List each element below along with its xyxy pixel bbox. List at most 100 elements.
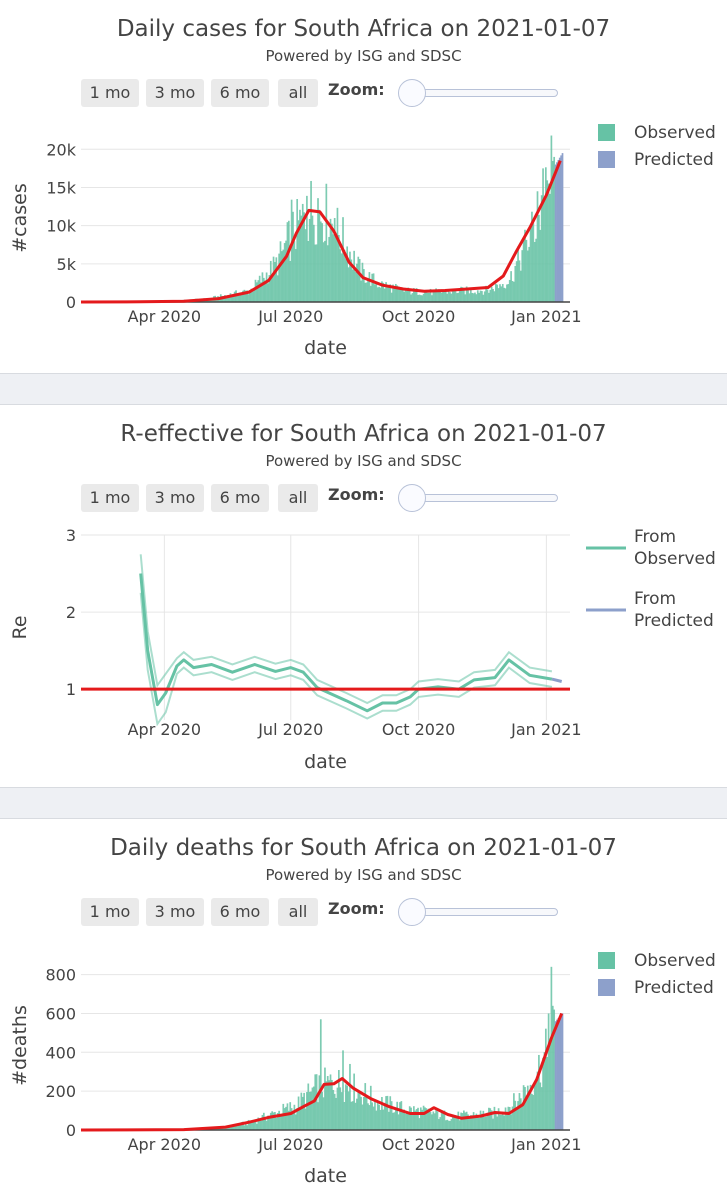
- observed-bar: [475, 294, 478, 302]
- predicted-bar: [558, 1016, 561, 1130]
- observed-bar: [375, 282, 378, 302]
- observed-bar: [493, 1106, 496, 1130]
- observed-bar: [390, 292, 393, 302]
- observed-bar: [272, 1112, 275, 1130]
- observed-bar: [415, 288, 418, 302]
- observed-bar: [449, 292, 451, 302]
- observed-bar: [469, 288, 472, 302]
- observed-bar: [389, 284, 392, 302]
- observed-bar: [472, 1112, 475, 1130]
- zoom-slider-knob[interactable]: [398, 484, 426, 512]
- zoom-slider-track[interactable]: [408, 89, 558, 97]
- fit-line: [80, 1012, 564, 1132]
- observed-bar: [310, 1091, 312, 1130]
- legend-label: Predicted: [634, 150, 714, 170]
- observed-bar: [454, 1117, 457, 1130]
- observed-bar: [271, 1111, 274, 1130]
- observed-bar: [418, 1118, 421, 1130]
- range-6mo-button[interactable]: 6 mo: [211, 898, 269, 926]
- observed-bar: [335, 235, 337, 302]
- observed-bar: [281, 251, 283, 302]
- observed-bar: [529, 227, 532, 302]
- observed-bar: [435, 288, 437, 302]
- observed-bar: [422, 1105, 425, 1130]
- observed-bar: [371, 1102, 374, 1130]
- range-all-button[interactable]: all: [278, 898, 318, 926]
- observed-bar: [497, 1108, 500, 1130]
- range-all-button[interactable]: all: [278, 79, 318, 107]
- observed-bar: [496, 1116, 499, 1130]
- observed-bar: [360, 280, 362, 302]
- observed-bar: [494, 1111, 497, 1130]
- range-3mo-button[interactable]: 3 mo: [146, 79, 204, 107]
- reff-chart-svg: 1 2 3 Apr 2020 Jul 2020 Oct 2020 Jan 2021 date R…: [9, 526, 716, 773]
- observed-bar: [285, 1106, 287, 1130]
- observed-bar: [456, 293, 458, 302]
- observed-bar: [272, 256, 275, 302]
- observed-bar: [278, 1110, 280, 1130]
- x-tick-label: Jul 2020: [257, 1135, 323, 1154]
- range-3mo-button[interactable]: 3 mo: [146, 484, 204, 512]
- range-1mo-button[interactable]: 1 mo: [81, 79, 139, 107]
- observed-bar: [432, 289, 435, 302]
- observed-bar: [508, 1107, 511, 1130]
- legend-label: Predicted: [634, 978, 714, 998]
- observed-bar: [481, 1113, 483, 1130]
- observed-bar: [299, 1109, 301, 1130]
- zoom-slider-knob[interactable]: [398, 898, 426, 926]
- x-tick-label: Apr 2020: [128, 1135, 201, 1154]
- observed-bar: [483, 291, 486, 302]
- x-tick-label: Apr 2020: [128, 307, 201, 326]
- observed-bar: [379, 1109, 382, 1130]
- observed-bar: [442, 1113, 444, 1130]
- observed-bar: [521, 1103, 524, 1130]
- zoom-slider-knob[interactable]: [398, 79, 426, 107]
- observed-bar: [451, 288, 454, 302]
- observed-bar: [447, 290, 450, 302]
- legend-swatch: [598, 151, 615, 168]
- observed-bar: [264, 1119, 267, 1130]
- observed-bar: [550, 135, 553, 302]
- range-all-button[interactable]: all: [278, 484, 318, 512]
- observed-bar: [385, 1096, 387, 1130]
- observed-bar: [331, 1079, 333, 1130]
- zoom-slider-track[interactable]: [408, 494, 558, 502]
- observed-bar: [519, 1098, 522, 1130]
- observed-bar: [262, 1112, 265, 1130]
- observed-bar: [488, 292, 490, 302]
- observed-bar: [410, 1107, 412, 1130]
- observed-bar: [321, 1091, 324, 1130]
- observed-bar: [478, 292, 481, 302]
- observed-bar: [225, 1127, 228, 1130]
- observed-bar: [287, 1110, 290, 1130]
- range-6mo-button[interactable]: 6 mo: [211, 79, 269, 107]
- observed-bar: [331, 223, 333, 302]
- observed-bar: [553, 1009, 556, 1130]
- observed-bar: [244, 290, 247, 302]
- observed-bar: [386, 286, 389, 302]
- range-1mo-button[interactable]: 1 mo: [81, 484, 139, 512]
- observed-bar: [318, 1075, 321, 1130]
- observed-bar: [438, 1119, 440, 1130]
- observed-bar: [396, 1101, 399, 1130]
- observed-bar: [394, 1108, 397, 1130]
- predicted-bar: [561, 153, 564, 302]
- observed-bar: [403, 291, 405, 302]
- observed-bar: [542, 1057, 544, 1130]
- observed-bar: [321, 223, 324, 302]
- observed-bar: [514, 1100, 517, 1130]
- observed-bar: [244, 1122, 247, 1130]
- observed-bar: [489, 289, 492, 302]
- observed-bar: [428, 292, 430, 302]
- observed-bar: [303, 212, 305, 302]
- observed-bar: [419, 1107, 422, 1130]
- range-1mo-button[interactable]: 1 mo: [81, 898, 139, 926]
- observed-bar: [463, 1110, 465, 1130]
- observed-bar: [338, 234, 340, 302]
- range-3mo-button[interactable]: 3 mo: [146, 898, 204, 926]
- observed-bar: [453, 1116, 455, 1130]
- observed-bar: [349, 1063, 351, 1130]
- range-6mo-button[interactable]: 6 mo: [211, 484, 269, 512]
- observed-bar: [292, 211, 294, 302]
- zoom-slider-track[interactable]: [408, 908, 558, 916]
